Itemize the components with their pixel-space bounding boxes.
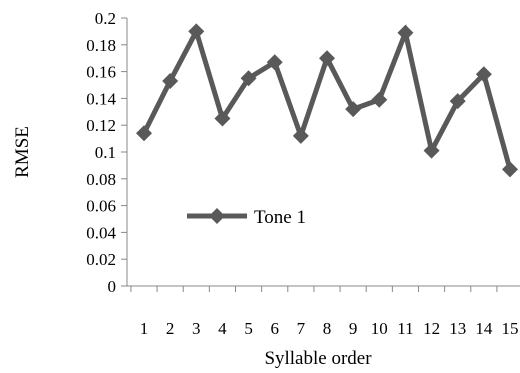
x-tick-label: 14 <box>475 319 493 338</box>
legend: Tone 1 <box>187 207 306 228</box>
data-point <box>502 161 518 178</box>
x-tick-label: 9 <box>349 319 358 338</box>
x-axis: 1 2 3 4 5 6 7 8 9 10 11 12 13 14 15 <box>127 285 520 338</box>
x-tick-label: 6 <box>270 319 279 338</box>
y-axis-title: RMSE <box>12 126 33 178</box>
data-point <box>292 127 309 144</box>
y-tick-label: 0.1 <box>95 143 116 162</box>
x-tick-label: 5 <box>244 319 253 338</box>
data-point <box>475 66 492 83</box>
data-point <box>188 23 205 40</box>
y-tick-label: 0.12 <box>86 116 116 135</box>
x-tick-label: 10 <box>371 319 388 338</box>
data-point <box>345 101 362 118</box>
y-tick-label: 0 <box>108 277 117 296</box>
x-tick-label: 8 <box>323 319 332 338</box>
x-tick-label: 13 <box>449 319 466 338</box>
x-tick-label: 11 <box>397 319 413 338</box>
legend-label: Tone 1 <box>254 207 306 228</box>
y-tick-label: 0.02 <box>86 250 116 269</box>
x-tick-label: 15 <box>502 319 519 338</box>
data-point <box>214 110 231 127</box>
y-tick-label: 0.18 <box>86 36 116 55</box>
x-tick-label: 12 <box>423 319 440 338</box>
x-tick-label: 3 <box>192 319 201 338</box>
y-tick-label: 0.08 <box>86 170 116 189</box>
x-tick-label: 2 <box>166 319 175 338</box>
x-tick-label: 4 <box>218 319 227 338</box>
x-axis-title: Syllable order <box>264 348 372 369</box>
data-point <box>449 93 466 110</box>
data-point <box>319 50 335 67</box>
data-point <box>240 70 257 87</box>
series-tone-1 <box>136 23 518 178</box>
data-point <box>371 91 388 108</box>
y-tick-label: 0.04 <box>86 223 116 242</box>
y-tick-label: 0.14 <box>86 89 116 108</box>
data-point <box>423 142 440 159</box>
legend-marker <box>209 208 225 224</box>
y-tick-label: 0.06 <box>86 197 116 216</box>
y-tick-label: 0.2 <box>95 9 116 28</box>
data-point <box>397 24 414 41</box>
data-point <box>162 72 179 89</box>
y-tick-label: 0.16 <box>86 63 116 82</box>
data-point <box>266 54 283 71</box>
x-tick-label: 7 <box>297 319 306 338</box>
y-axis: 0 0.02 0.04 0.06 0.08 0.1 0.12 0.14 0.16 0.18 0.2 <box>86 9 128 296</box>
data-point <box>136 125 152 142</box>
x-tick-label: 1 <box>140 319 149 338</box>
